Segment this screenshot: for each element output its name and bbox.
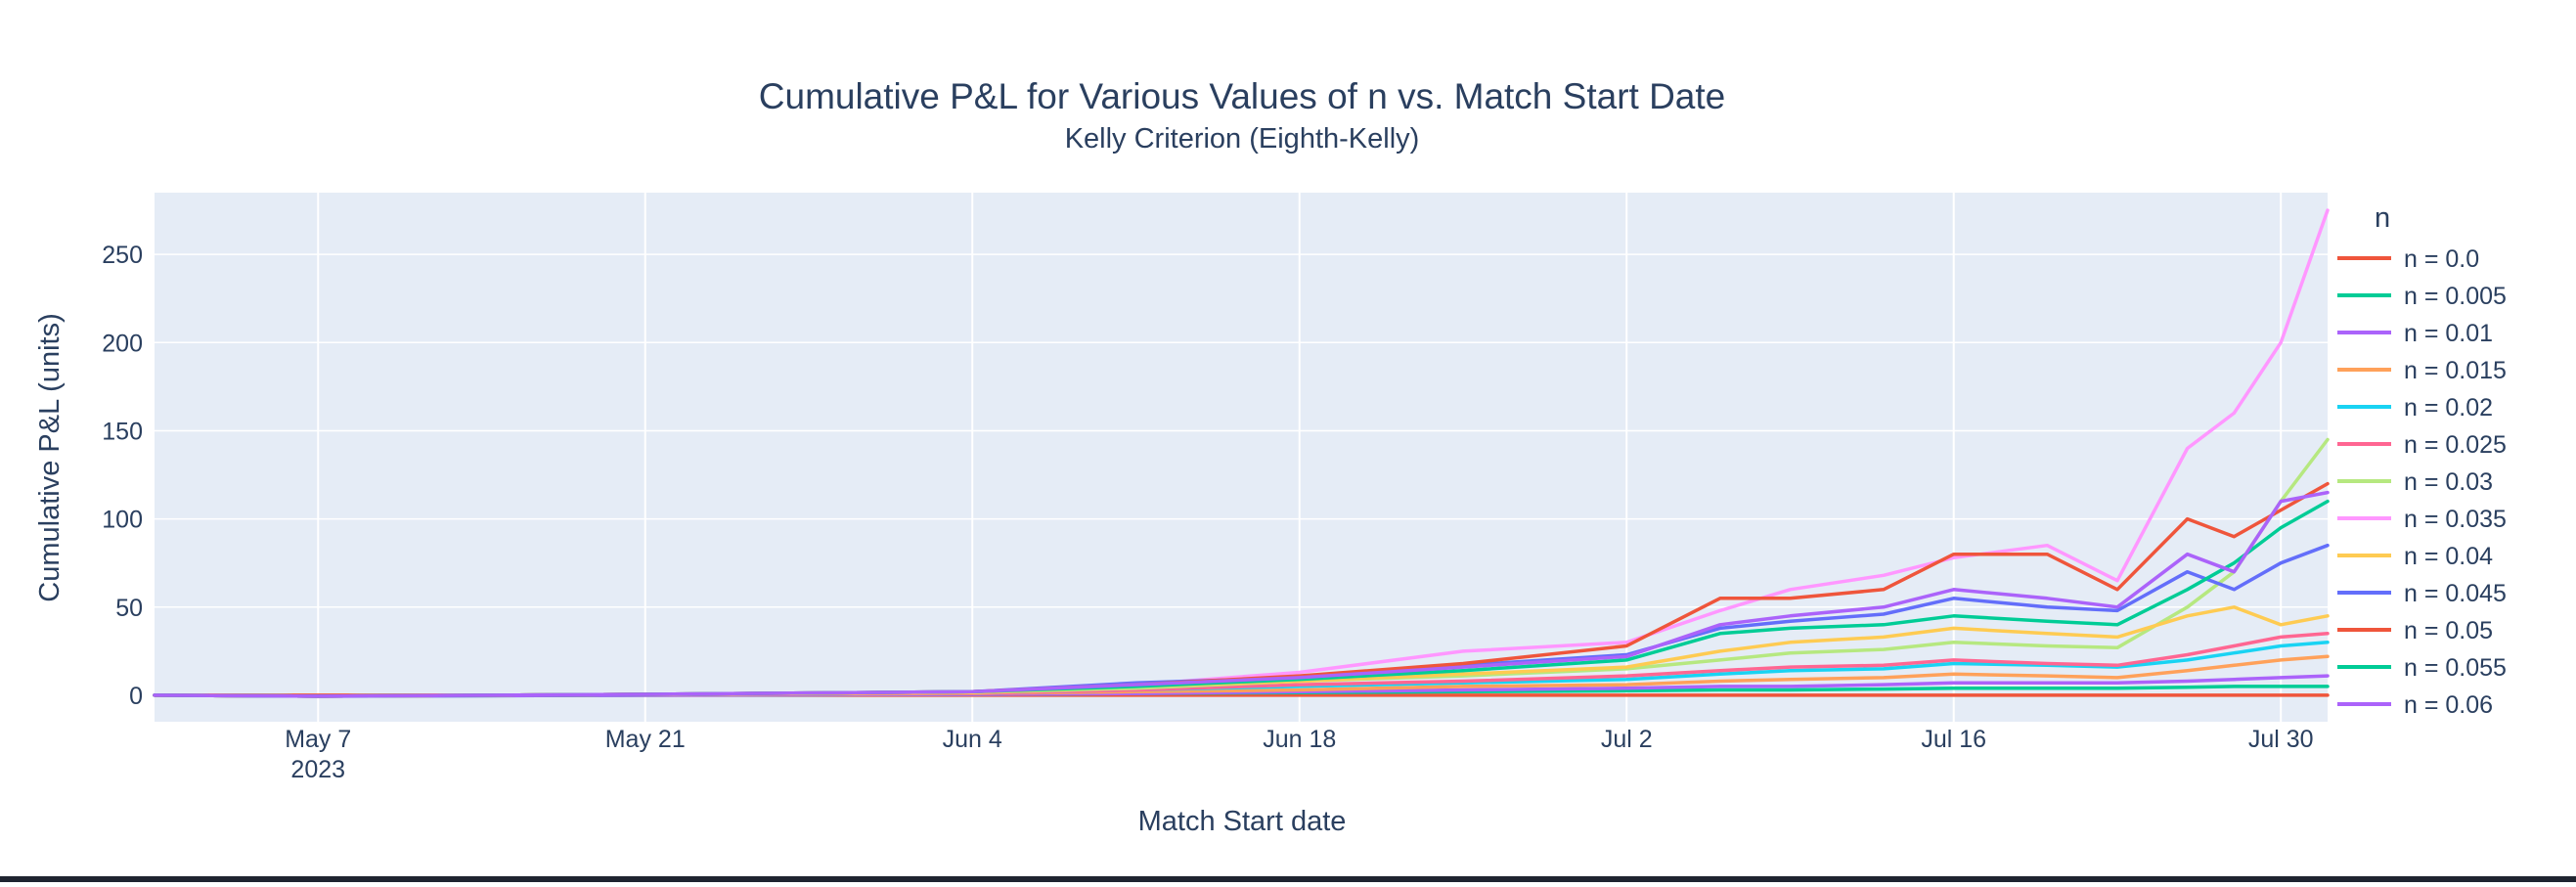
x-tick-label: Jun 18 [1263,726,1336,753]
legend-item[interactable]: n = 0.015 [2337,357,2507,384]
y-tick-label: 150 [102,418,143,445]
legend-item[interactable]: n = 0.005 [2337,283,2507,310]
chart-subtitle: Kelly Criterion (Eighth-Kelly) [1065,123,1420,155]
legend-title: n [2375,202,2390,234]
plot-area [155,193,2328,722]
legend-item[interactable]: n = 0.045 [2337,580,2507,607]
legend-label: n = 0.04 [2404,543,2493,570]
legend[interactable]: n = 0.0 n = 0.005 n = 0.01 n = 0.015 n = 0.0… [2337,245,2507,719]
y-tick-label: 100 [102,507,143,534]
x-tick-label: Jul 16 [1921,726,1986,753]
x-tick-labels: May 7 2023 May 21 Jun 4 Jun 18 Jul 2 Jul 16 Jul… [285,726,2313,783]
legend-item[interactable]: n = 0.02 [2337,394,2493,421]
legend-item[interactable]: n = 0.04 [2337,543,2493,570]
y-tick-label: 250 [102,242,143,269]
y-tick-label: 200 [102,330,143,357]
bottom-divider [0,876,2576,882]
series-line-13 [153,490,2330,698]
y-tick-labels: 0 50 100 150 200 250 [102,242,143,710]
legend-item[interactable]: n = 0.055 [2337,654,2507,682]
legend-item[interactable]: n = 0.06 [2337,691,2493,719]
legend-label: n = 0.02 [2404,394,2493,421]
legend-label: n = 0.025 [2404,431,2507,459]
series-lines [153,208,2330,698]
chart-title: Cumulative P&L for Various Values of n v… [759,76,1725,116]
x-tick-sublabel: 2023 [290,756,345,783]
legend-label: n = 0.01 [2404,320,2493,347]
legend-label: n = 0.055 [2404,654,2507,682]
legend-item[interactable]: n = 0.03 [2337,468,2493,496]
x-tick-label: May 21 [605,726,686,753]
x-tick-label: May 7 [285,726,351,753]
x-tick-label: Jul 2 [1601,726,1653,753]
x-gridlines [317,193,2283,722]
legend-item[interactable]: n = 0.01 [2337,320,2493,347]
legend-label: n = 0.0 [2404,245,2479,273]
legend-label: n = 0.005 [2404,283,2507,310]
legend-label: n = 0.05 [2404,617,2493,644]
y-tick-label: 0 [129,683,143,710]
legend-label: n = 0.045 [2404,580,2507,607]
legend-label: n = 0.06 [2404,691,2493,719]
x-axis-title: Match Start date [1138,806,1347,837]
y-axis-title: Cumulative P&L (units) [34,313,66,601]
x-tick-label: Jul 30 [2248,726,2314,753]
legend-label: n = 0.035 [2404,506,2507,533]
legend-label: n = 0.015 [2404,357,2507,384]
legend-item[interactable]: n = 0.035 [2337,506,2507,533]
legend-item[interactable]: n = 0.05 [2337,617,2493,644]
legend-label: n = 0.03 [2404,468,2493,496]
legend-item[interactable]: n = 0.0 [2337,245,2479,273]
x-tick-label: Jun 4 [943,726,1002,753]
y-tick-label: 50 [115,595,143,622]
legend-item[interactable]: n = 0.025 [2337,431,2507,459]
